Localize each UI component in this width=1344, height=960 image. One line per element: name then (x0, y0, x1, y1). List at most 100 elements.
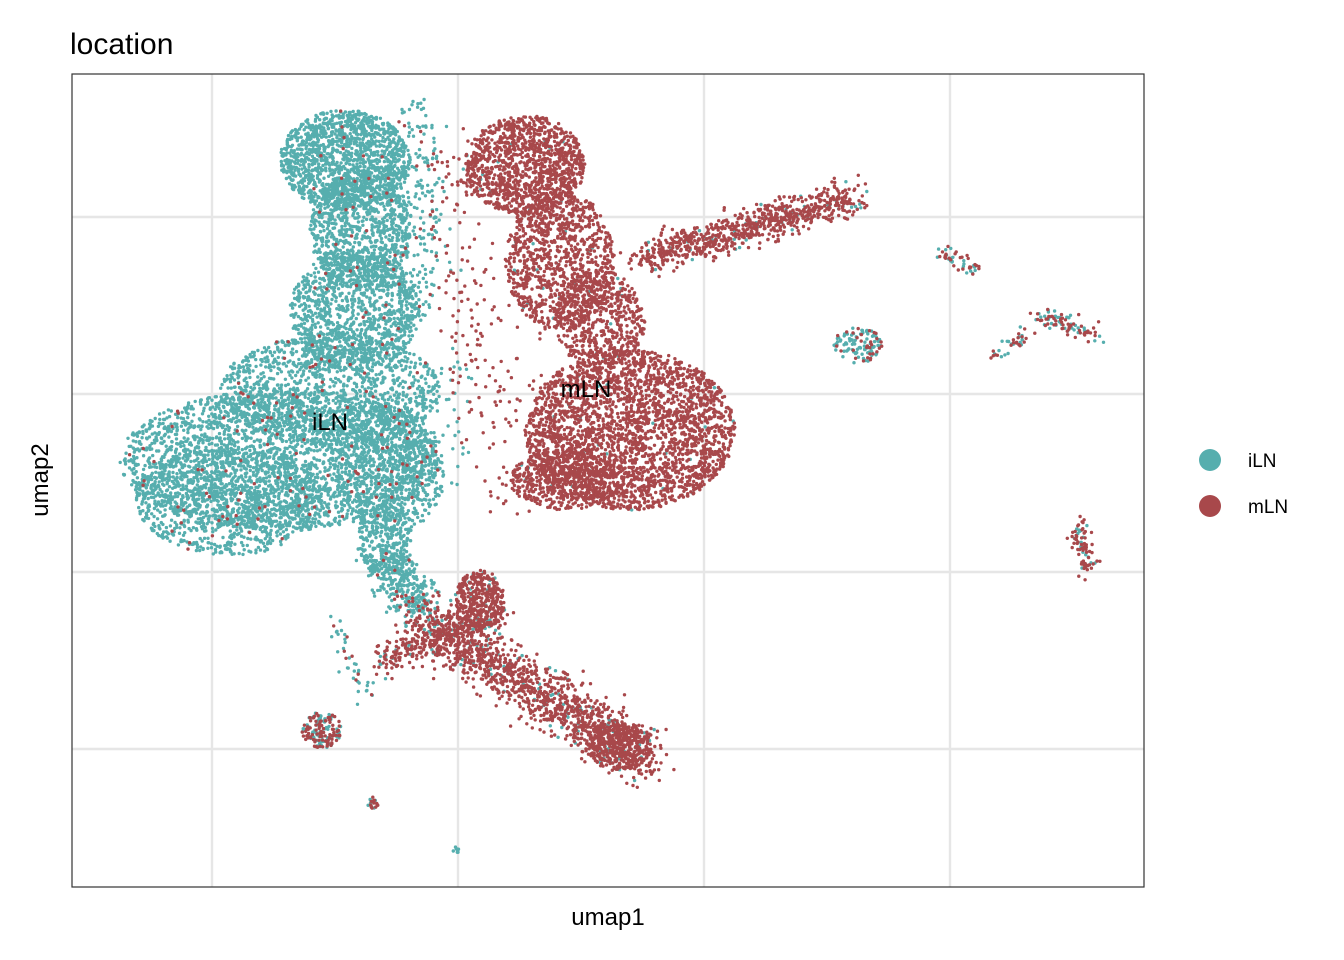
point-iln (333, 209, 336, 212)
point-iln (290, 137, 293, 140)
point-iln (347, 336, 350, 339)
point-iln (276, 383, 279, 386)
point-iln (390, 298, 393, 301)
point-iln (325, 135, 328, 138)
point-iln (342, 245, 345, 248)
point-iln (397, 233, 400, 236)
point-iln (392, 160, 395, 163)
point-iln (309, 274, 312, 277)
point-iln (305, 141, 308, 144)
point-iln (359, 180, 362, 183)
point-iln (294, 325, 297, 328)
point-iln (356, 177, 359, 180)
point-iln (325, 221, 328, 224)
point-iln (394, 324, 397, 327)
point-iln (351, 303, 354, 306)
point-iln (365, 352, 368, 355)
point-iln (296, 139, 299, 142)
point-iln (344, 224, 347, 227)
point-iln (369, 358, 372, 361)
point-iln (391, 149, 394, 152)
point-iln (357, 110, 360, 113)
point-iln (292, 173, 295, 176)
point-iln (388, 363, 391, 366)
point-iln (168, 485, 171, 488)
point-iln (318, 214, 321, 217)
point-iln (339, 380, 342, 383)
point-iln (383, 150, 386, 153)
point-iln (302, 424, 305, 427)
point-iln (319, 385, 322, 388)
point-iln (264, 365, 267, 368)
point-iln (372, 380, 375, 383)
point-iln (356, 212, 359, 215)
point-iln (345, 141, 348, 144)
point-iln (360, 169, 363, 172)
point-iln (294, 458, 297, 461)
point-iln (329, 110, 332, 113)
point-iln (307, 397, 310, 400)
point-iln (396, 309, 399, 312)
point-iln (313, 157, 316, 160)
point-iln (336, 321, 339, 324)
point-iln (363, 321, 366, 324)
point-iln (389, 395, 392, 398)
point-iln (404, 402, 407, 405)
point-iln (293, 156, 296, 159)
point-iln (369, 317, 372, 320)
point-iln (387, 145, 390, 148)
point-iln (306, 342, 309, 345)
point-iln (317, 321, 320, 324)
point-iln (298, 189, 301, 192)
point-iln (328, 140, 331, 143)
point-iln (292, 327, 295, 330)
point-iln (334, 365, 337, 368)
point-iln (347, 203, 350, 206)
point-iln (359, 375, 362, 378)
point-iln (311, 299, 314, 302)
point-iln (298, 380, 301, 383)
point-iln (376, 230, 379, 233)
point-iln (373, 189, 376, 192)
point-iln (324, 343, 327, 346)
point-iln (382, 128, 385, 131)
point-iln (323, 191, 326, 194)
point-iln (367, 272, 370, 275)
point-iln (415, 402, 418, 405)
point-iln (378, 289, 381, 292)
point-iln (380, 370, 383, 373)
point-iln (265, 383, 268, 386)
point-iln (407, 334, 410, 337)
point-iln (404, 351, 407, 354)
point-iln (368, 392, 371, 395)
point-iln (332, 359, 335, 362)
point-iln (357, 204, 360, 207)
point-iln (312, 126, 315, 129)
point-iln (319, 205, 322, 208)
point-iln (345, 339, 348, 342)
point-iln (350, 441, 353, 444)
point-iln (391, 294, 394, 297)
point-iln (370, 282, 373, 285)
point-iln (273, 404, 276, 407)
point-iln (299, 153, 302, 156)
point-iln (352, 245, 355, 248)
point-iln (312, 175, 315, 178)
point-iln (364, 113, 367, 116)
point-iln (390, 342, 393, 345)
point-iln (379, 350, 382, 353)
point-iln (346, 193, 349, 196)
point-iln (379, 171, 382, 174)
point-iln (415, 302, 418, 305)
point-iln (262, 375, 265, 378)
point-iln (384, 272, 387, 275)
point-iln (396, 317, 399, 320)
point-iln (353, 347, 356, 350)
point-iln (303, 179, 306, 182)
point-iln (343, 155, 346, 158)
point-iln (359, 364, 362, 367)
point-iln (277, 410, 280, 413)
point-iln (321, 299, 324, 302)
point-iln (388, 123, 391, 126)
point-iln (330, 354, 333, 357)
